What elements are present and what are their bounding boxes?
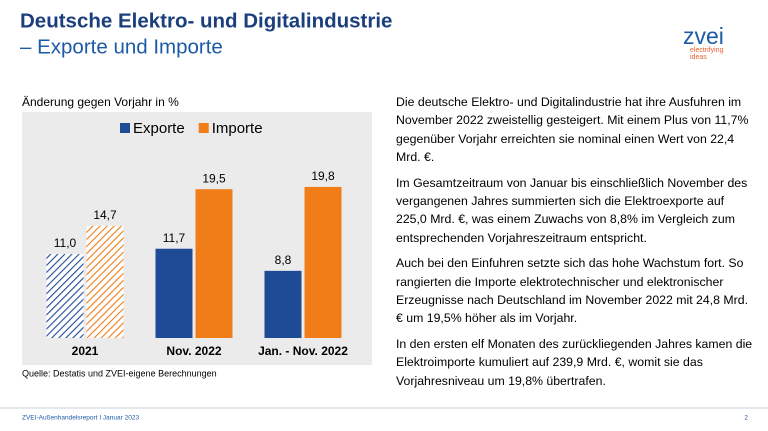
paragraph: Im Gesamtzeitraum von Januar bis einschl… bbox=[396, 175, 748, 245]
bar bbox=[264, 270, 302, 338]
logo: zvei bbox=[683, 23, 724, 49]
body-text: Die deutsche Elektro- und Digitalindustr… bbox=[396, 93, 758, 397]
paragraph: Die deutsche Elektro- und Digitalindustr… bbox=[396, 95, 749, 165]
logo-tagline: ideas bbox=[690, 54, 707, 61]
paragraph: In den ersten elf Monaten des zurücklieg… bbox=[396, 336, 753, 388]
source: Quelle: Destatis und ZVEI-eigene Berechn… bbox=[22, 368, 217, 378]
data-label: 19,8 bbox=[311, 169, 335, 183]
data-label: 11,7 bbox=[163, 231, 186, 245]
x-tick-label: 2021 bbox=[72, 344, 99, 358]
title: Deutsche Elektro- und Digitalindustrie bbox=[20, 9, 392, 32]
bar bbox=[86, 225, 124, 338]
x-tick-label: Nov. 2022 bbox=[166, 344, 221, 358]
data-label: 14,7 bbox=[93, 208, 117, 222]
bar bbox=[304, 186, 342, 338]
bar bbox=[46, 254, 84, 338]
paragraph: Auch bei den Einfuhren setzte sich das h… bbox=[396, 256, 748, 326]
legend-swatch bbox=[120, 123, 130, 133]
data-label: 19,5 bbox=[202, 171, 226, 185]
legend-label: Importe bbox=[212, 120, 263, 137]
chart-title: Änderung gegen Vorjahr in % bbox=[22, 95, 179, 109]
legend-swatch bbox=[198, 123, 209, 133]
logo-tagline: electrifying bbox=[690, 47, 724, 54]
footer-text: ZVEI-Außenhandelsreport I Januar 2023 bbox=[22, 415, 139, 422]
legend-label: Exporte bbox=[133, 120, 185, 137]
x-tick-label: Jan. - Nov. 2022 bbox=[258, 344, 348, 358]
subtitle: – Exporte und Importe bbox=[20, 35, 223, 58]
data-label: 11,0 bbox=[54, 236, 77, 250]
bar bbox=[195, 189, 233, 338]
data-label: 8,8 bbox=[275, 253, 292, 267]
page-number: 2 bbox=[744, 415, 748, 422]
bar bbox=[155, 248, 193, 338]
